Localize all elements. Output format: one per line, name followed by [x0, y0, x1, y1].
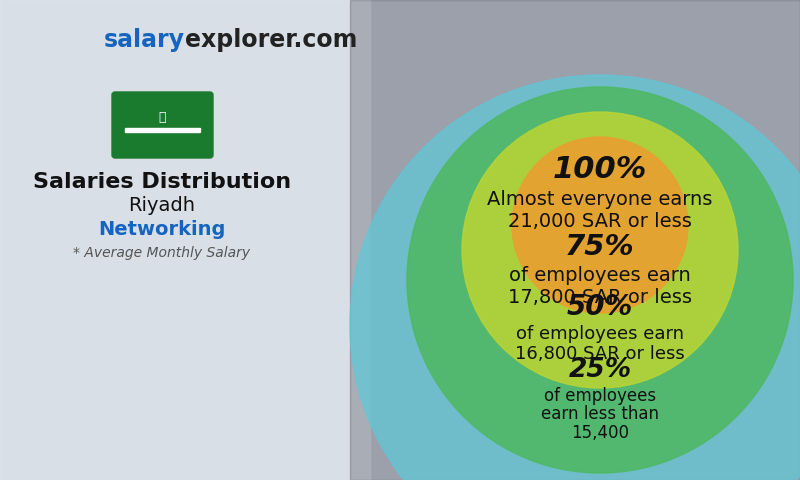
Text: salary: salary [104, 28, 185, 52]
Text: 100%: 100% [553, 156, 647, 184]
Text: * Average Monthly Salary: * Average Monthly Salary [74, 246, 250, 260]
Bar [350, 0, 800, 480]
Circle shape [462, 112, 738, 388]
Circle shape [407, 87, 793, 473]
Text: ﷽: ﷽ [158, 111, 166, 124]
Text: Networking: Networking [98, 220, 226, 239]
Text: 21,000 SAR or less: 21,000 SAR or less [508, 212, 692, 231]
Text: explorer.com: explorer.com [185, 28, 358, 52]
Circle shape [512, 137, 688, 313]
Circle shape [350, 75, 800, 480]
FancyBboxPatch shape [112, 92, 213, 158]
Text: of employees: of employees [544, 387, 656, 405]
Text: Almost everyone earns: Almost everyone earns [487, 191, 713, 209]
Text: 25%: 25% [569, 357, 631, 383]
Text: Salaries Distribution: Salaries Distribution [33, 172, 291, 192]
Text: of employees earn: of employees earn [509, 266, 691, 285]
Text: 17,800 SAR or less: 17,800 SAR or less [508, 288, 692, 307]
Bar [0, 0, 370, 480]
Bar [125, 128, 200, 132]
Text: 75%: 75% [565, 233, 635, 261]
Text: 16,800 SAR or less: 16,800 SAR or less [515, 345, 685, 363]
Text: 50%: 50% [567, 293, 633, 321]
Text: earn less than: earn less than [541, 406, 659, 423]
Text: Riyadh: Riyadh [129, 196, 195, 215]
Text: 15,400: 15,400 [571, 424, 629, 442]
Text: of employees earn: of employees earn [516, 325, 684, 343]
